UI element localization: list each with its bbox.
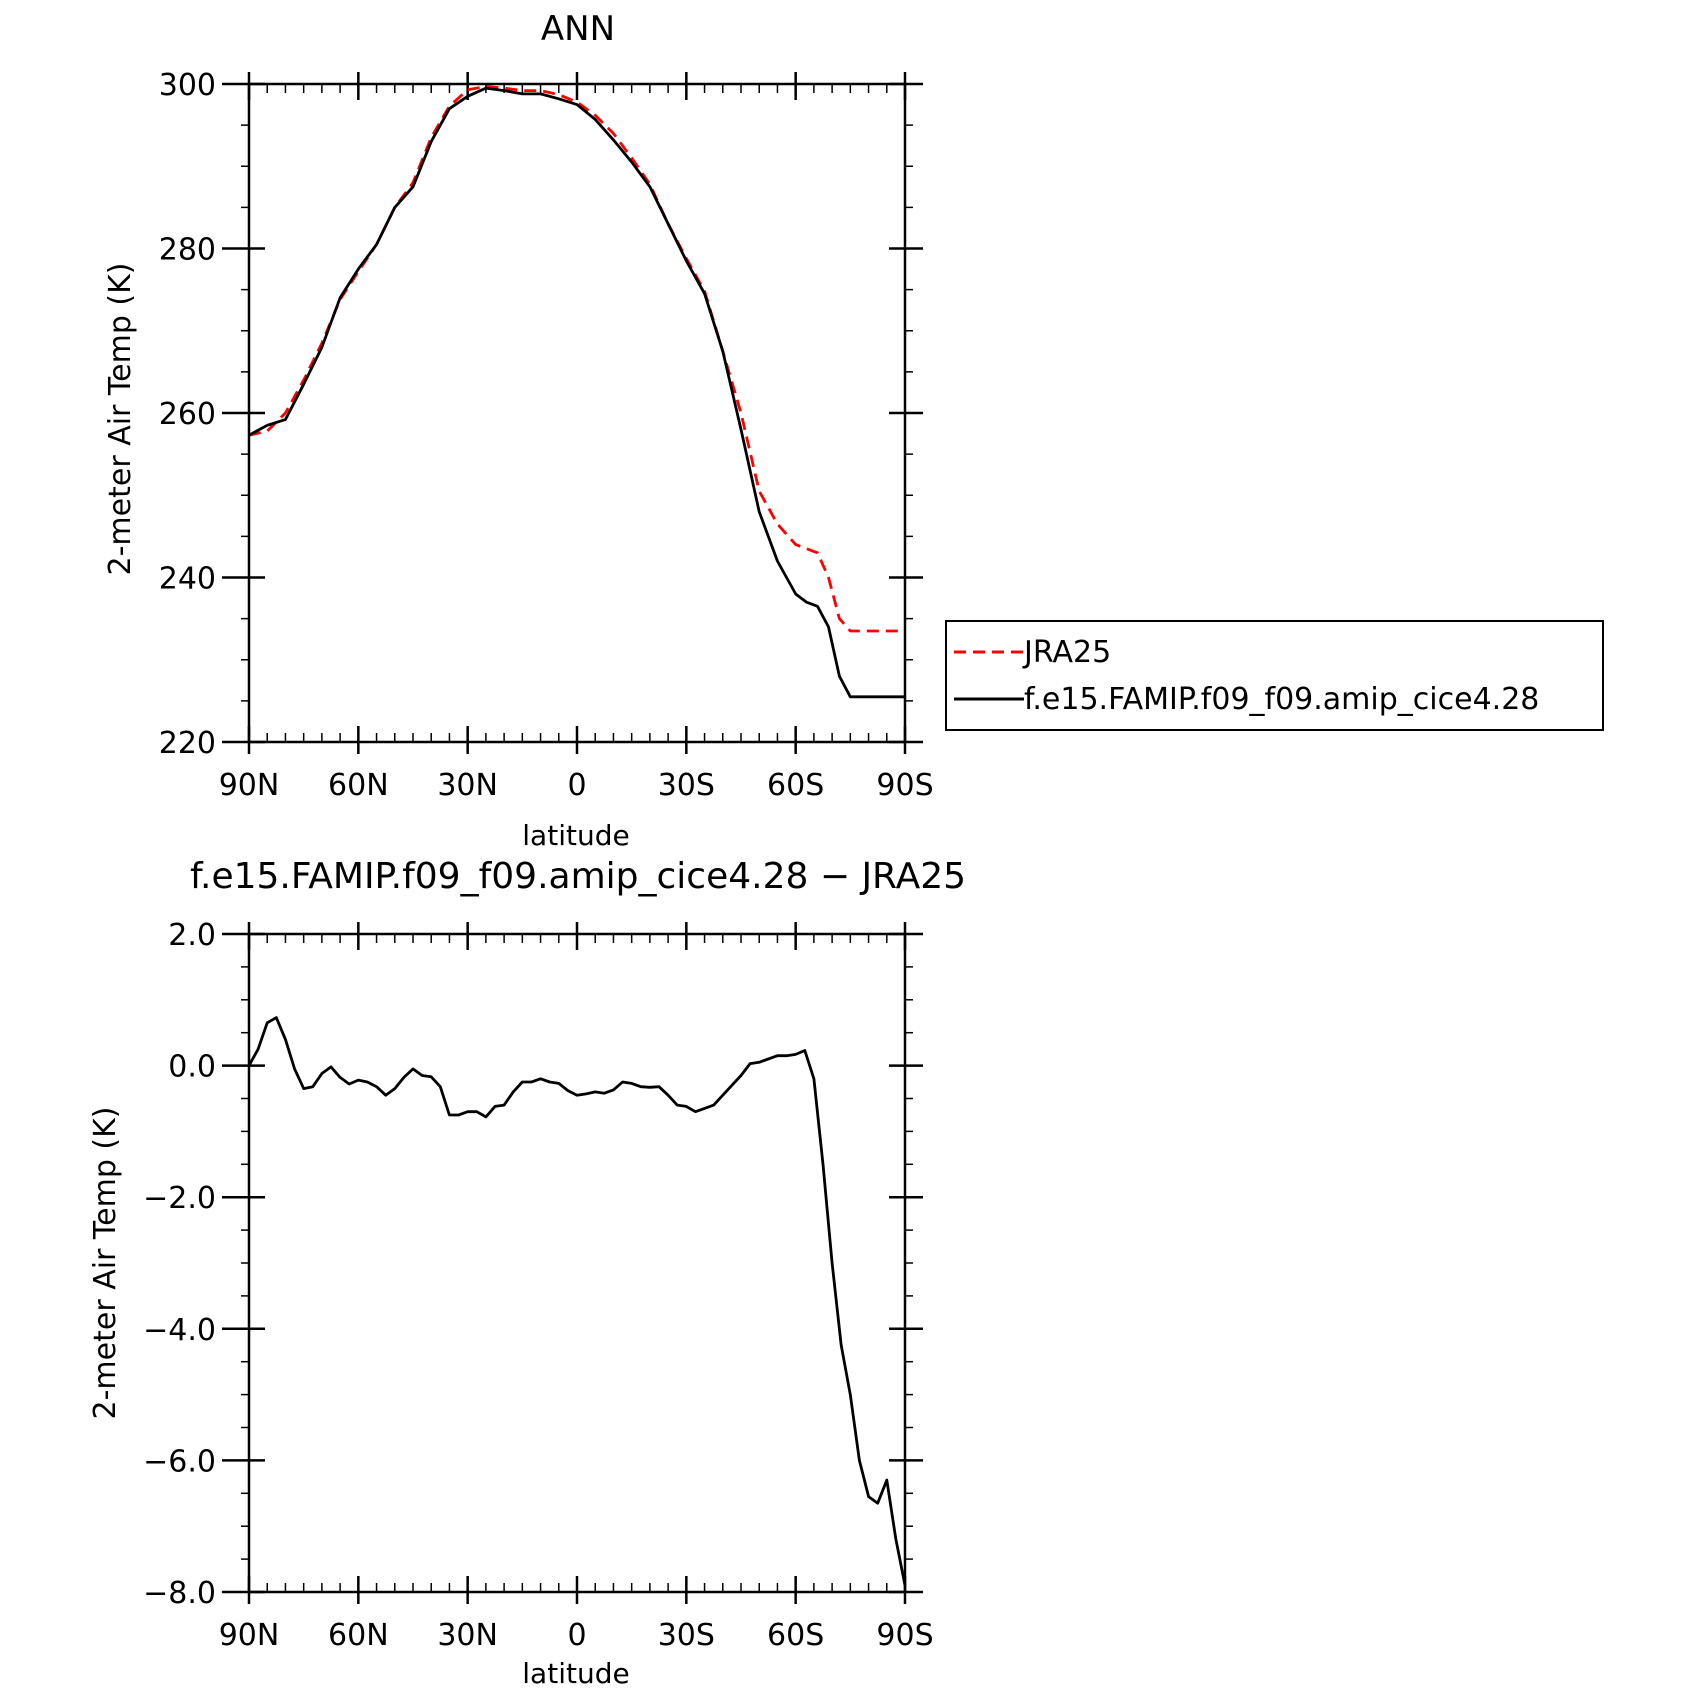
top-x-tick-label: 60S xyxy=(767,768,824,803)
bottom-series-line-difference xyxy=(247,1016,907,1586)
top-axis-ticks: 90N 60N 30N 0 30S 60S 90S 220 240 260 280 300 xyxy=(159,68,934,803)
top-x-tick-label: 30N xyxy=(437,768,498,803)
top-x-axis-label: latitude xyxy=(522,819,629,852)
bottom-series-group xyxy=(247,1016,907,1586)
bottom-x-tick-label: 30N xyxy=(437,1618,498,1653)
bottom-y-tick-label: −6.0 xyxy=(143,1444,216,1479)
top-x-tick-label: 30S xyxy=(658,768,715,803)
top-x-tick-label: 90S xyxy=(876,768,933,803)
bottom-y-tick-label: −4.0 xyxy=(143,1313,216,1348)
bottom-x-tick-label: 0 xyxy=(567,1618,586,1653)
bottom-x-axis-label: latitude xyxy=(522,1657,629,1690)
top-series-line-jra25 xyxy=(248,85,905,633)
legend-label-model: f.e15.FAMIP.f09_f09.amip_cice4.28 xyxy=(1024,682,1539,717)
annual-temperature-panel: ANN 2-meter Air Temp (K) latitude 90N 60N… xyxy=(103,9,1604,852)
bottom-x-tick-label: 30S xyxy=(658,1618,715,1653)
top-x-tick-label: 90N xyxy=(219,768,280,803)
top-y-axis-label: 2-meter Air Temp (K) xyxy=(103,263,138,576)
top-series-line-f-e15-famip-f09-f09-amip-cice4-28 xyxy=(248,86,905,699)
legend-box xyxy=(945,620,1604,731)
difference-panel: f.e15.FAMIP.f09_f09.amip_cice4.28 − JRA2… xyxy=(88,856,966,1690)
bottom-y-tick-label: −8.0 xyxy=(143,1576,216,1611)
legend-label-jra25: JRA25 xyxy=(1022,635,1111,670)
legend: JRA25 f.e15.FAMIP.f09_f09.amip_cice4.28 xyxy=(945,620,1604,731)
bottom-chart-title: f.e15.FAMIP.f09_f09.amip_cice4.28 − JRA2… xyxy=(190,856,966,897)
bottom-axis-ticks: 90N 60N 30N 0 30S 60S 90S −8.0 −6.0 −4.0 −2.0 0.0 2.… xyxy=(143,918,933,1653)
top-y-tick-label: 300 xyxy=(159,68,216,103)
bottom-x-tick-label: 60S xyxy=(767,1618,824,1653)
bottom-x-tick-label: 90S xyxy=(876,1618,933,1653)
top-x-tick-label: 60N xyxy=(328,768,389,803)
top-chart-title: ANN xyxy=(541,9,615,49)
bottom-x-tick-label: 60N xyxy=(328,1618,389,1653)
bottom-x-tick-label: 90N xyxy=(219,1618,280,1653)
bottom-plot-frame xyxy=(247,932,907,1594)
top-y-tick-label: 220 xyxy=(159,726,216,761)
top-y-tick-label: 240 xyxy=(159,562,216,597)
bottom-y-axis-label: 2-meter Air Temp (K) xyxy=(88,1107,123,1420)
top-plot-frame xyxy=(247,82,907,744)
top-y-tick-label: 260 xyxy=(159,397,216,432)
bottom-y-tick-label: 2.0 xyxy=(168,918,216,953)
top-series-group xyxy=(248,85,905,699)
bottom-y-tick-label: 0.0 xyxy=(168,1050,216,1085)
top-y-tick-label: 280 xyxy=(159,233,216,268)
top-x-tick-label: 0 xyxy=(567,768,586,803)
bottom-y-tick-label: −2.0 xyxy=(143,1181,216,1216)
